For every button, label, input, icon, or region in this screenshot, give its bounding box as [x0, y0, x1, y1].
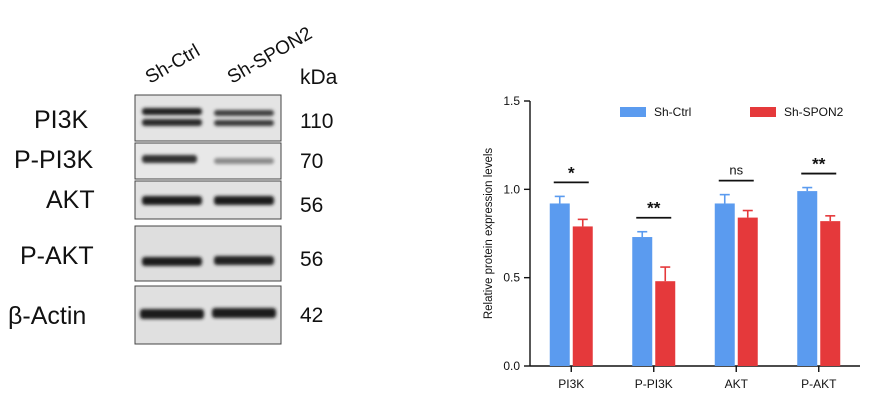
lane-label-sh-ctrl: Sh-Ctrl	[142, 41, 204, 89]
bar-p-akt-sh-ctrl	[797, 191, 818, 366]
bar-p-pi3k-sh-spon2	[655, 281, 676, 366]
significance-label: ns	[729, 163, 743, 178]
legend-label-sh-spon2: Sh-SPON2	[784, 105, 844, 119]
significance-label: **	[812, 155, 826, 174]
row-label-p-pi3k: P-PI3K	[14, 146, 94, 174]
x-tick-label: AKT	[725, 377, 749, 391]
bar-pi3k-sh-spon2	[572, 226, 593, 366]
blot-strip-p-akt	[134, 225, 282, 282]
bar-p-akt-sh-spon2	[820, 221, 841, 366]
y-axis-title: Relative protein expression levels	[483, 148, 495, 320]
western-blot-panel: Sh-Ctrl Sh-SPON2 kDa PI3K 110 P-PI3K 70 …	[8, 23, 338, 345]
row-label-p-akt: P-AKT	[20, 242, 94, 270]
legend-swatch-sh-spon2	[750, 107, 776, 117]
y-axis: 0.0 0.5 1.0 1.5	[503, 94, 531, 373]
row-label-beta-actin: β-Actin	[8, 302, 86, 330]
bar-chart: 0.00.51.01.5 PI3K P-PI3K AKT P-AKT ***ns ** …	[483, 94, 860, 391]
row-label-akt: AKT	[46, 186, 95, 214]
bar-akt-sh-spon2	[737, 217, 758, 366]
bands-p-akt	[142, 256, 274, 266]
bands-akt	[142, 196, 274, 205]
x-axis: PI3K P-PI3K AKT P-AKT	[530, 365, 860, 391]
y-tick-label: 0.5	[503, 271, 520, 285]
bars	[549, 186, 841, 366]
bar-akt-sh-ctrl	[714, 203, 735, 366]
legend-swatch-sh-ctrl	[620, 107, 646, 117]
x-tick-label: P-PI3K	[635, 377, 673, 391]
row-label-pi3k: PI3K	[34, 106, 89, 134]
bands-pi3k	[142, 108, 274, 126]
y-tick-label: 0.0	[503, 359, 520, 373]
significance-label: *	[568, 163, 575, 182]
blot-strip-pi3k	[134, 94, 282, 142]
kda-unit-label: kDa	[300, 66, 338, 89]
x-tick-label: PI3K	[558, 377, 584, 391]
x-tick-label: P-AKT	[801, 377, 837, 391]
kda-akt: 56	[300, 194, 323, 217]
bar-p-pi3k-sh-ctrl	[632, 237, 653, 366]
bands-beta-actin	[140, 308, 276, 319]
significance-markers: ***ns **	[553, 155, 837, 219]
y-tick-label: 1.0	[503, 182, 520, 196]
legend-label-sh-ctrl: Sh-Ctrl	[654, 105, 691, 119]
bar-pi3k-sh-ctrl	[549, 203, 570, 366]
significance-label: **	[647, 199, 661, 218]
kda-beta-actin: 42	[300, 304, 323, 327]
kda-pi3k: 110	[300, 110, 333, 133]
legend: Sh-Ctrl Sh-SPON2	[620, 105, 844, 119]
y-tick-label: 1.5	[503, 94, 520, 108]
bands-p-pi3k	[142, 155, 274, 164]
kda-p-akt: 56	[300, 248, 323, 271]
kda-p-pi3k: 70	[300, 150, 323, 173]
